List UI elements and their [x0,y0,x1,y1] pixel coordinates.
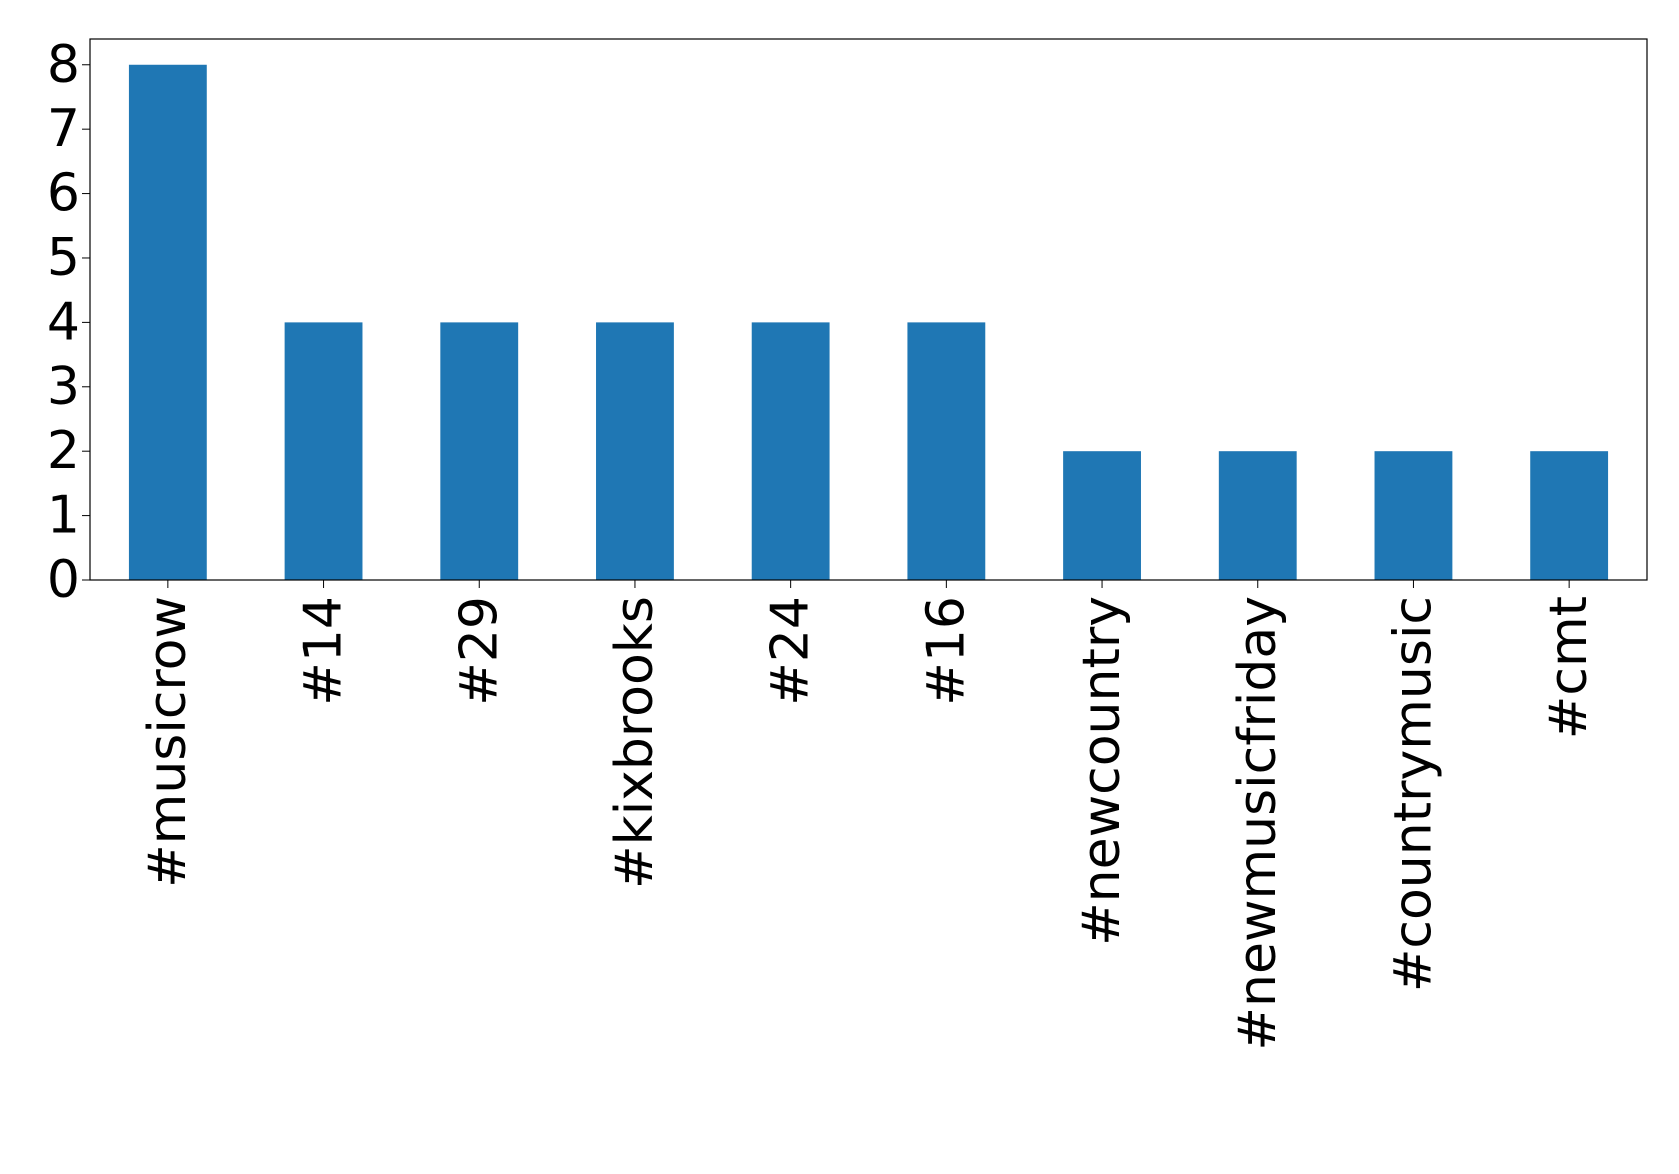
bar-0 [128,64,207,580]
y-tick-label: 5 [47,228,80,288]
x-tick-label: #14 [294,596,354,706]
x-tick-label: #24 [761,596,821,706]
x-tick-label: #cmt [1539,596,1599,739]
x-tick-label: #16 [916,596,976,706]
bar-1 [284,322,363,580]
y-tick-label: 7 [47,99,80,159]
bar-8 [1374,451,1453,580]
y-tick-label: 4 [47,292,80,352]
x-tick-label: #kixbrooks [605,596,665,889]
y-tick-label: 3 [47,357,80,417]
plot-frame [89,38,1648,581]
bar-2 [440,322,519,580]
bar-7 [1218,451,1297,580]
bar-9 [1530,451,1609,580]
y-tick-label: 8 [47,35,80,95]
y-tick-label: 1 [47,486,80,546]
y-tick-label: 2 [47,421,80,481]
x-tick-label: #countrymusic [1383,596,1443,992]
x-axis: #musicrow #14 #29 #kixbrooks #24 #16 #newcount… [138,580,1599,1051]
x-tick-label: #newmusicfriday [1228,596,1288,1051]
bar-6 [1063,451,1141,580]
bar-3 [596,322,674,580]
x-tick-label: #musicrow [138,596,198,888]
y-tick-label: 0 [47,550,80,610]
x-tick-label: #newcountry [1072,596,1132,946]
y-tick-label: 6 [47,164,80,224]
bar-5 [907,322,986,580]
bar-4 [751,322,830,580]
bars-group [128,64,1609,580]
x-tick-label: #29 [449,596,509,706]
